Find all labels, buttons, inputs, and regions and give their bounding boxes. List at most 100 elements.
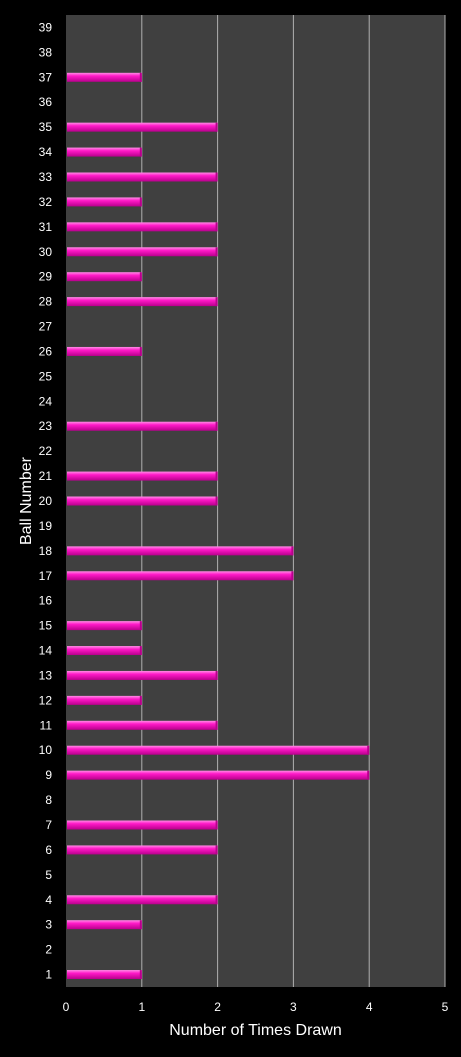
bar-ball-31 bbox=[67, 222, 218, 232]
bar-end-cap bbox=[139, 72, 142, 82]
y-tick-label: 6 bbox=[45, 843, 52, 857]
x-axis-title: Number of Times Drawn bbox=[169, 1022, 342, 1039]
bar-end-cap bbox=[215, 845, 218, 855]
bar-end-cap bbox=[215, 297, 218, 307]
bar-ball-23 bbox=[67, 421, 218, 431]
bar-ball-21 bbox=[67, 471, 218, 481]
bar-end-cap bbox=[139, 621, 142, 631]
bar-end-cap bbox=[367, 770, 370, 780]
y-tick-label: 13 bbox=[39, 668, 53, 682]
y-tick-label: 5 bbox=[45, 868, 52, 882]
y-tick-label: 33 bbox=[39, 170, 53, 184]
x-tick-labels: 0 1 2 3 4 5 bbox=[63, 1000, 449, 1014]
bar-ball-32 bbox=[67, 197, 142, 207]
bar-end-cap bbox=[139, 920, 142, 930]
bar-ball-6 bbox=[67, 845, 218, 855]
y-tick-label: 9 bbox=[45, 768, 52, 782]
bar-ball-13 bbox=[67, 670, 218, 680]
bar-end-cap bbox=[215, 122, 218, 132]
x-tick-label: 4 bbox=[366, 1000, 373, 1014]
y-tick-label: 23 bbox=[39, 419, 53, 433]
x-tick-label: 0 bbox=[63, 1000, 70, 1014]
bar-ball-4 bbox=[67, 895, 218, 905]
y-tick-label: 18 bbox=[39, 544, 53, 558]
bar-ball-26 bbox=[67, 346, 142, 356]
y-tick-label: 12 bbox=[39, 693, 53, 707]
bar-ball-9 bbox=[67, 770, 370, 780]
y-tick-label: 1 bbox=[45, 968, 52, 982]
y-tick-label: 2 bbox=[45, 943, 52, 957]
bar-ball-20 bbox=[67, 496, 218, 506]
bar-end-cap bbox=[215, 172, 218, 182]
bar-ball-11 bbox=[67, 720, 218, 730]
bar-ball-30 bbox=[67, 247, 218, 257]
bar-end-cap bbox=[215, 820, 218, 830]
bar-ball-29 bbox=[67, 272, 142, 282]
y-tick-label: 29 bbox=[39, 270, 53, 284]
bar-end-cap bbox=[139, 272, 142, 282]
bar-ball-12 bbox=[67, 695, 142, 705]
x-tick-label: 5 bbox=[442, 1000, 449, 1014]
y-tick-label: 31 bbox=[39, 220, 53, 234]
y-tick-label: 28 bbox=[39, 295, 53, 309]
bar-end-cap bbox=[367, 745, 370, 755]
y-tick-label: 24 bbox=[39, 394, 53, 408]
y-tick-label: 19 bbox=[39, 519, 53, 533]
y-tick-label: 26 bbox=[39, 344, 53, 358]
bar-end-cap bbox=[139, 970, 142, 980]
bar-end-cap bbox=[215, 471, 218, 481]
bar-ball-1 bbox=[67, 970, 142, 980]
y-tick-label: 16 bbox=[39, 594, 53, 608]
x-tick-label: 3 bbox=[290, 1000, 297, 1014]
y-tick-label: 17 bbox=[39, 569, 53, 583]
y-tick-label: 14 bbox=[39, 644, 53, 658]
y-tick-label: 34 bbox=[39, 145, 53, 159]
x-tick-label: 2 bbox=[214, 1000, 221, 1014]
bar-end-cap bbox=[139, 695, 142, 705]
bar-end-cap bbox=[215, 222, 218, 232]
bar-ball-33 bbox=[67, 172, 218, 182]
bar-ball-10 bbox=[67, 745, 370, 755]
y-tick-label: 35 bbox=[39, 120, 53, 134]
y-tick-label: 32 bbox=[39, 195, 53, 209]
bar-ball-17 bbox=[67, 571, 294, 581]
bar-ball-28 bbox=[67, 297, 218, 307]
bar-end-cap bbox=[139, 197, 142, 207]
bar-ball-7 bbox=[67, 820, 218, 830]
y-tick-label: 36 bbox=[39, 95, 53, 109]
y-tick-label: 4 bbox=[45, 893, 52, 907]
y-tick-labels: 1234567891011121314151617181920212223242… bbox=[39, 20, 53, 981]
bar-ball-18 bbox=[67, 546, 294, 556]
y-tick-label: 27 bbox=[39, 320, 53, 334]
bar-end-cap bbox=[215, 720, 218, 730]
y-tick-label: 21 bbox=[39, 469, 53, 483]
bar-end-cap bbox=[139, 646, 142, 656]
bar-ball-37 bbox=[67, 72, 142, 82]
y-tick-label: 20 bbox=[39, 494, 53, 508]
bar-end-cap bbox=[215, 670, 218, 680]
bar-ball-14 bbox=[67, 646, 142, 656]
y-tick-label: 3 bbox=[45, 918, 52, 932]
y-tick-label: 25 bbox=[39, 369, 53, 383]
y-tick-label: 22 bbox=[39, 444, 53, 458]
bar-end-cap bbox=[215, 895, 218, 905]
bar-end-cap bbox=[291, 546, 294, 556]
y-tick-label: 10 bbox=[39, 743, 53, 757]
x-tick-label: 1 bbox=[138, 1000, 145, 1014]
bar-ball-35 bbox=[67, 122, 218, 132]
y-tick-label: 11 bbox=[40, 718, 53, 732]
bar-ball-3 bbox=[67, 920, 142, 930]
y-tick-label: 38 bbox=[39, 45, 53, 59]
y-tick-label: 15 bbox=[39, 619, 53, 633]
bar-end-cap bbox=[139, 346, 142, 356]
bars bbox=[67, 72, 370, 980]
bar-ball-34 bbox=[67, 147, 142, 157]
y-tick-label: 37 bbox=[39, 70, 53, 84]
y-tick-label: 8 bbox=[45, 793, 52, 807]
y-tick-label: 30 bbox=[39, 245, 53, 259]
y-axis-title: Ball Number bbox=[18, 456, 35, 545]
bar-end-cap bbox=[215, 496, 218, 506]
bar-end-cap bbox=[215, 421, 218, 431]
